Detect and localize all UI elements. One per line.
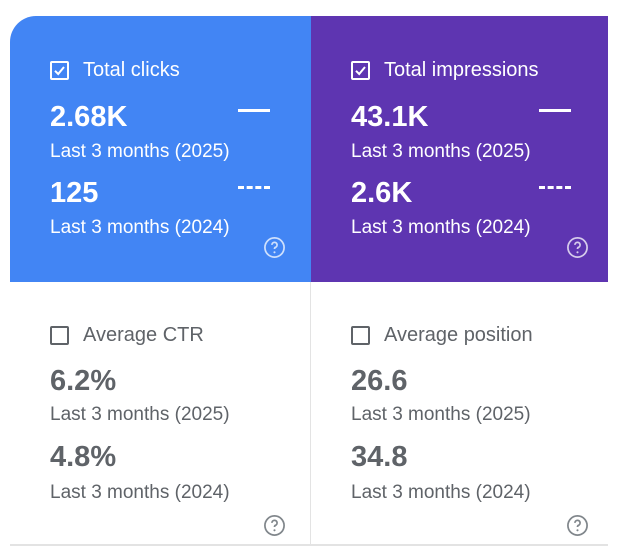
current-period-label: Last 3 months (2025) (351, 141, 531, 162)
previous-value: 2.6K (351, 177, 413, 209)
solid-line-legend-icon (539, 109, 571, 112)
help-circle-icon[interactable] (566, 514, 589, 537)
previous-value: 4.8% (50, 441, 117, 473)
current-value: 2.68K (50, 101, 128, 133)
dashed-line-legend-icon (539, 186, 571, 189)
previous-period-label: Last 3 months (2024) (50, 482, 230, 503)
current-period-label: Last 3 months (2025) (50, 141, 230, 162)
help-circle-icon[interactable] (263, 514, 286, 537)
current-period-label: Last 3 months (2025) (50, 404, 230, 425)
previous-period-label: Last 3 months (2024) (50, 217, 230, 238)
metric-name: Average position (384, 324, 533, 346)
metric-card-average-ctr[interactable]: Average CTR 6.2% Last 3 months (2025) 4.… (10, 282, 311, 546)
current-value: 26.6 (351, 365, 408, 397)
metric-card-average-position[interactable]: Average position 26.6 Last 3 months (202… (311, 282, 608, 546)
metric-name: Total clicks (83, 59, 180, 81)
metrics-card-grid: Total clicks 2.68K Last 3 months (2025) … (10, 16, 608, 546)
current-value: 6.2% (50, 365, 117, 397)
metric-name: Average CTR (83, 324, 204, 346)
current-period-label: Last 3 months (2025) (351, 404, 531, 425)
checkbox-checked-icon[interactable] (50, 61, 69, 80)
help-circle-icon[interactable] (263, 236, 286, 259)
previous-value: 34.8 (351, 441, 408, 473)
dashed-line-legend-icon (238, 186, 270, 189)
previous-value: 125 (50, 177, 99, 209)
checkbox-unchecked-icon[interactable] (50, 326, 69, 345)
checkbox-unchecked-icon[interactable] (351, 326, 370, 345)
metric-name: Total impressions (384, 59, 539, 81)
help-circle-icon[interactable] (566, 236, 589, 259)
checkbox-checked-icon[interactable] (351, 61, 370, 80)
metric-card-total-impressions[interactable]: Total impressions 43.1K Last 3 months (2… (311, 16, 608, 282)
previous-period-label: Last 3 months (2024) (351, 217, 531, 238)
solid-line-legend-icon (238, 109, 270, 112)
metric-card-total-clicks[interactable]: Total clicks 2.68K Last 3 months (2025) … (10, 16, 311, 282)
current-value: 43.1K (351, 101, 429, 133)
previous-period-label: Last 3 months (2024) (351, 482, 531, 503)
